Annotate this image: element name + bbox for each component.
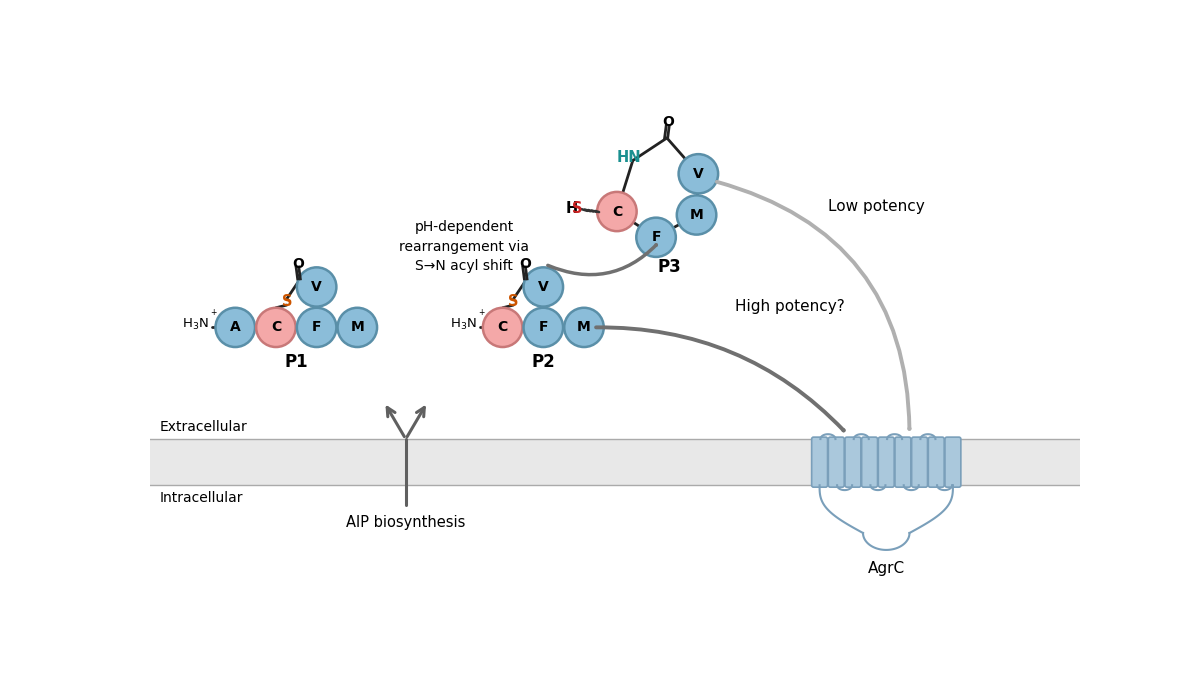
- Circle shape: [296, 308, 336, 347]
- Text: H: H: [566, 201, 578, 216]
- Text: pH-dependent
rearrangement via
S→N acyl shift: pH-dependent rearrangement via S→N acyl …: [398, 220, 529, 273]
- Text: S: S: [509, 294, 518, 310]
- Text: $^+$: $^+$: [476, 308, 486, 318]
- Circle shape: [216, 308, 256, 347]
- FancyArrowPatch shape: [716, 182, 910, 429]
- Text: C: C: [612, 205, 622, 219]
- Text: H$_3$N: H$_3$N: [450, 317, 476, 332]
- Text: V: V: [538, 280, 548, 294]
- Text: P1: P1: [284, 353, 308, 371]
- Circle shape: [598, 192, 637, 231]
- Text: HN: HN: [617, 150, 641, 165]
- Circle shape: [296, 267, 336, 306]
- FancyArrowPatch shape: [548, 245, 656, 275]
- Circle shape: [482, 308, 522, 347]
- FancyBboxPatch shape: [845, 437, 860, 487]
- Circle shape: [636, 217, 676, 257]
- Text: AgrC: AgrC: [868, 561, 905, 576]
- Text: P2: P2: [532, 353, 556, 371]
- FancyBboxPatch shape: [811, 437, 828, 487]
- Text: High potency?: High potency?: [736, 299, 845, 314]
- Circle shape: [523, 308, 563, 347]
- Text: A: A: [230, 321, 241, 334]
- FancyBboxPatch shape: [828, 437, 845, 487]
- Text: Low potency: Low potency: [828, 199, 925, 214]
- FancyBboxPatch shape: [929, 437, 944, 487]
- Text: M: M: [690, 208, 703, 222]
- FancyBboxPatch shape: [895, 437, 911, 487]
- Text: F: F: [539, 321, 548, 334]
- Text: M: M: [577, 321, 590, 334]
- Text: AIP biosynthesis: AIP biosynthesis: [346, 514, 466, 529]
- Text: V: V: [311, 280, 322, 294]
- Circle shape: [677, 195, 716, 235]
- Text: O: O: [293, 257, 305, 271]
- Text: S: S: [572, 201, 583, 216]
- Text: S: S: [282, 294, 292, 310]
- Text: C: C: [498, 321, 508, 334]
- Text: P3: P3: [658, 258, 682, 275]
- Circle shape: [564, 308, 604, 347]
- Text: C: C: [271, 321, 281, 334]
- Text: $^+$: $^+$: [209, 308, 218, 318]
- Circle shape: [523, 267, 563, 306]
- Text: H$_3$N: H$_3$N: [182, 317, 209, 332]
- Text: F: F: [312, 321, 322, 334]
- Bar: [150, 439, 1080, 485]
- Text: V: V: [692, 167, 703, 181]
- Text: O: O: [520, 257, 532, 271]
- FancyBboxPatch shape: [878, 437, 894, 487]
- Circle shape: [337, 308, 377, 347]
- Text: Intracellular: Intracellular: [160, 491, 242, 505]
- FancyBboxPatch shape: [944, 437, 961, 487]
- FancyArrowPatch shape: [596, 327, 844, 431]
- FancyBboxPatch shape: [862, 437, 877, 487]
- Text: F: F: [652, 230, 661, 244]
- Circle shape: [256, 308, 295, 347]
- Text: O: O: [662, 115, 674, 129]
- Text: Extracellular: Extracellular: [160, 420, 247, 433]
- Circle shape: [679, 154, 718, 194]
- FancyBboxPatch shape: [912, 437, 928, 487]
- Text: M: M: [350, 321, 364, 334]
